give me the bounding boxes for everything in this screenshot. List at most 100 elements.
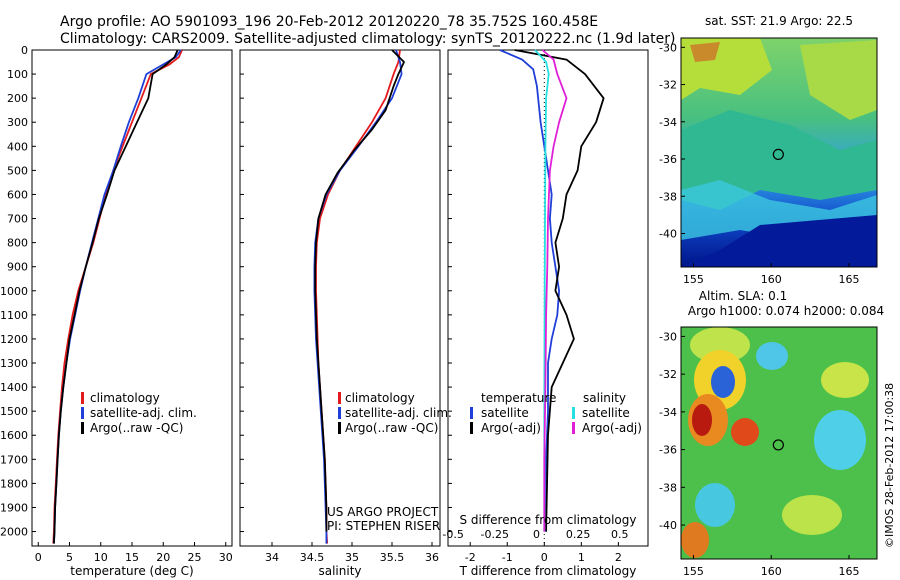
sla-map-title-line-1: Altim. SLA: 0.1 <box>699 289 787 303</box>
x-tick-label: 20 <box>156 551 170 564</box>
figure-title-line-2: Climatology: CARS2009. Satellite-adjuste… <box>60 31 675 47</box>
depth-tick-label: 100 <box>7 68 28 81</box>
series-line-argo-raw-qc- <box>53 49 179 544</box>
sst-map-title: sat. SST: 21.9 Argo: 22.5 <box>705 14 853 28</box>
sla-map-axes: 155 160 165 -30 -32 -34 -36 -38 -40 <box>659 330 859 578</box>
lon-tick-label: 155 <box>683 273 704 286</box>
sst-warm-patch <box>800 40 877 120</box>
sst-cold-patch <box>681 215 877 267</box>
s-diff-tick-label: -0.5 <box>442 528 463 541</box>
depth-tick-label: 1100 <box>0 309 28 322</box>
sst-map-frame <box>680 37 878 268</box>
salinity-panel <box>239 49 441 547</box>
x-tick-label: 35 <box>345 551 359 564</box>
difference-legend: temperature satellite Argo(-adj) salinit… <box>470 391 642 435</box>
s-diff-tick-label: 0 <box>533 528 540 541</box>
x-tick-label: -1 <box>502 551 513 564</box>
legend-argo-label: Argo(..raw -QC) <box>90 421 183 435</box>
depth-tick-label: 700 <box>7 213 28 226</box>
depth-tick-label: 900 <box>7 261 28 274</box>
x-tick-label: 1 <box>578 551 585 564</box>
legend-satellite-swatch <box>81 407 84 419</box>
temperature-legend: climatology satellite-adj. clim. Argo(..… <box>81 391 197 435</box>
x-tick-label: -2 <box>465 551 476 564</box>
lat-tick-label: -34 <box>659 406 677 419</box>
lat-tick-label: -40 <box>659 519 677 532</box>
sla-eddy <box>681 522 709 558</box>
x-tick-label: 30 <box>219 551 233 564</box>
sla-map-frame <box>680 326 878 560</box>
salinity-legend: climatology satellite-adj. clim. Argo(..… <box>338 391 452 435</box>
sla-eddy <box>692 404 712 436</box>
sla-eddy <box>695 483 735 527</box>
legend-t-satellite-swatch <box>470 407 473 419</box>
depth-tick-label: 1200 <box>0 333 28 346</box>
depth-tick-label: 600 <box>7 188 28 201</box>
salinity-x-axis: 34 34.5 35 35.5 36 <box>265 542 439 564</box>
legend-argo-label: Argo(..raw -QC) <box>345 421 438 435</box>
lon-tick-label: 165 <box>839 565 860 578</box>
series-line-salinity-satellite <box>534 49 550 532</box>
lon-tick-label: 160 <box>761 273 782 286</box>
depth-tick-label: 2000 <box>0 526 28 539</box>
x-tick-label: 34.5 <box>300 551 325 564</box>
sla-eddy <box>756 342 788 370</box>
s-diff-tick-label: 0.5 <box>611 528 629 541</box>
legend-s-argo-swatch <box>572 422 575 434</box>
depth-tick-label: 1300 <box>0 357 28 370</box>
series-line-temperature-argo-adj- <box>514 49 605 532</box>
lat-tick-label: -40 <box>659 227 677 240</box>
s-difference-title: S difference from climatology <box>460 513 637 527</box>
series-line-argo-raw-qc- <box>314 49 405 532</box>
depth-tick-label: 0 <box>21 44 28 57</box>
sla-map-title-line-2: Argo h1000: 0.074 h2000: 0.084 <box>688 304 884 318</box>
x-tick-label: 34 <box>265 551 279 564</box>
x-tick-label: 36 <box>425 551 439 564</box>
sla-eddy <box>814 410 866 470</box>
series-line-salinity-argo-adj- <box>541 49 568 532</box>
legend-climatology-swatch <box>81 392 84 404</box>
x-tick-label: 10 <box>94 551 108 564</box>
legend-t-argo-swatch <box>470 422 473 434</box>
legend-climatology-swatch <box>338 392 341 404</box>
x-tick-label: 2 <box>615 551 622 564</box>
x-tick-label: 0 <box>35 551 42 564</box>
legend-temperature-heading: temperature <box>481 391 556 405</box>
depth-tick-label: 400 <box>7 140 28 153</box>
depth-tick-label: 1800 <box>0 477 28 490</box>
lat-tick-label: -36 <box>659 153 677 166</box>
lon-tick-label: 165 <box>839 273 860 286</box>
sla-eddy <box>731 418 759 446</box>
depth-tick-label: 1900 <box>0 501 28 514</box>
lat-tick-label: -34 <box>659 116 677 129</box>
lat-tick-label: -38 <box>659 190 677 203</box>
sla-eddy <box>711 366 735 398</box>
legend-satellite-label: satellite-adj. clim. <box>345 406 452 420</box>
temperature-series <box>52 49 183 544</box>
lon-tick-label: 155 <box>683 565 704 578</box>
imos-timestamp: ©IMOS 28-Feb-2012 17:00:38 <box>883 383 896 548</box>
sla-map <box>681 327 877 559</box>
sst-map-axes: 155 160 165 -30 -32 -34 -36 -38 -40 <box>659 41 859 286</box>
sla-eddy <box>782 495 842 535</box>
lat-tick-label: -38 <box>659 481 677 494</box>
depth-tick-label: 500 <box>7 164 28 177</box>
x-tick-label: 0 <box>541 551 548 564</box>
x-tick-label: 25 <box>188 551 202 564</box>
s-difference-ticks: -0.5 -0.25 0 0.25 0.5 <box>442 528 628 541</box>
depth-tick-label: 1600 <box>0 429 28 442</box>
lat-tick-label: -32 <box>659 368 677 381</box>
legend-satellite-label: satellite-adj. clim. <box>90 406 197 420</box>
temperature-x-label: temperature (deg C) <box>70 564 193 578</box>
lat-tick-label: -30 <box>659 41 677 54</box>
sst-float-marker <box>772 148 784 160</box>
sla-float-marker <box>772 439 784 451</box>
sst-map <box>681 38 877 267</box>
depth-tick-label: 200 <box>7 92 28 105</box>
legend-s-satellite-label: satellite <box>582 406 630 420</box>
legend-t-argo-label: Argo(-adj) <box>481 421 541 435</box>
s-diff-tick-label: 0.25 <box>566 528 591 541</box>
difference-x-label: T difference from climatology <box>459 564 637 578</box>
sla-eddy <box>690 327 750 363</box>
